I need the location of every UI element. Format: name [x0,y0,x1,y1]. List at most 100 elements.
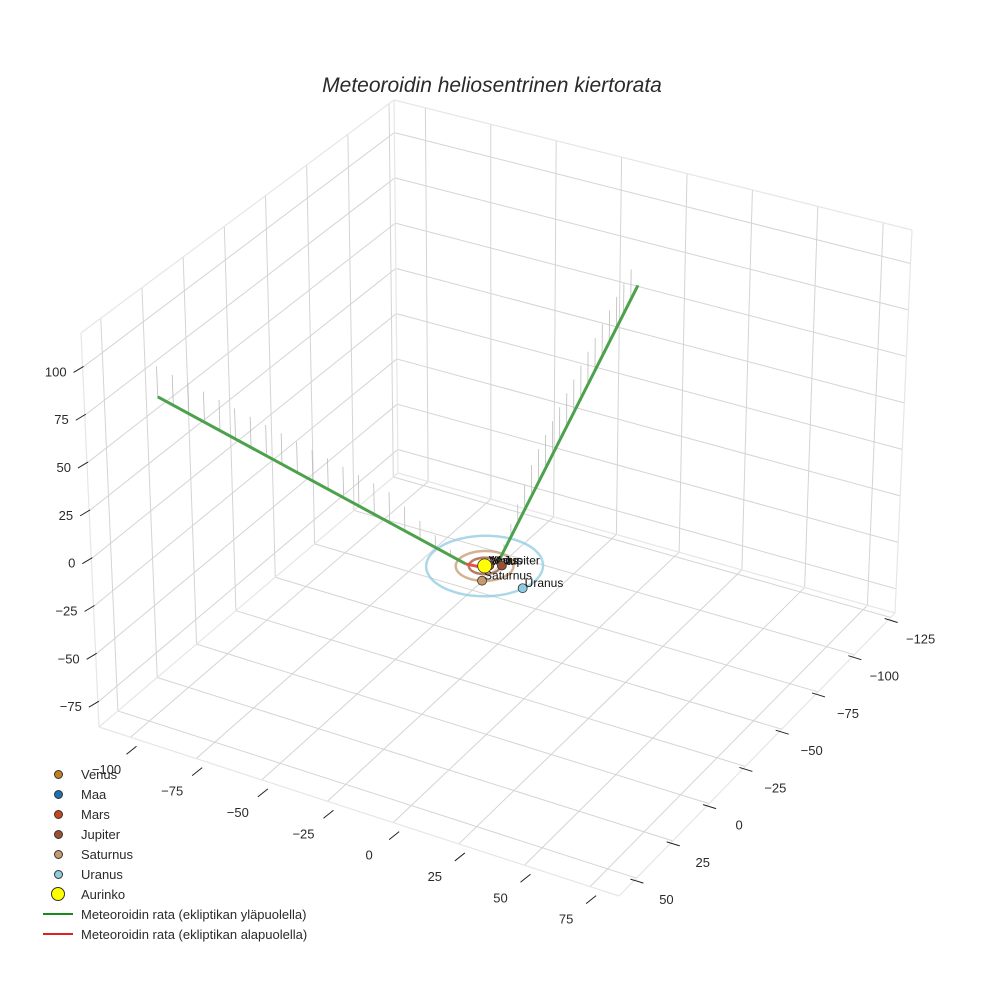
planet-marker-jupiter[interactable] [496,560,507,571]
y-tick-label: −125 [906,631,935,646]
legend-item-1[interactable]: Venus [36,764,307,784]
x-tick [454,852,466,862]
floor-grid-x [524,587,805,866]
dropline [327,458,329,489]
y-tick [775,729,789,735]
y-tick-label: 50 [659,892,673,907]
right-wall-grid-z [394,132,911,264]
planet-label-venus: Venus [489,554,522,568]
z-tick-label: 0 [68,556,75,571]
legend-item-7[interactable]: Aurinko [36,884,307,904]
x-tick [323,809,334,819]
left-wall-grid-y [100,318,119,711]
left-wall-grid-y [223,226,237,611]
planet-marker-aurinko[interactable] [477,558,493,574]
x-tick [520,873,531,883]
right-wall-grid-x [741,189,753,570]
planet-marker-uranus[interactable] [517,583,528,594]
legend-item-4[interactable]: Jupiter [36,824,307,844]
left-wall-grid-z [93,358,398,607]
axis-ticks: −75 −50 −25 0 25 50 75 100 −100 −75 −50 −25 0 25 50 75 −… [45,364,935,926]
trajectory-above-ecliptic [156,395,467,566]
floor-grid-y [314,543,819,693]
y-tick [848,655,862,661]
chart-title: Meteoroidin heliosentrinen kiertorata [322,74,662,97]
planet-label-uranus: Uranus [525,576,564,590]
right-wall-grid-z [394,177,909,311]
box-edge [393,99,913,231]
dropline [311,450,314,481]
trajectory-above-ecliptic [495,284,640,565]
right-wall-grid-z [395,267,905,404]
left-wall-grid-y [182,256,198,645]
dropline [388,492,391,523]
legend-label: Meteoroidin rata (ekliptikan alapuolella… [81,926,308,942]
x-tick-label: 50 [493,890,507,905]
floor-grid-y [275,576,782,730]
y-tick-label: 25 [696,855,710,870]
legend[interactable]: Venus Maa Mars Jupiter Saturnus Uranus Aurinko… [36,764,307,944]
z-tick [82,557,93,565]
floor-grid-y [393,476,891,618]
legend-marker-icon [36,784,80,804]
y-tick [630,878,644,884]
z-tick [77,461,89,469]
legend-item-9[interactable]: Meteoroidin rata (ekliptikan alapuolella… [36,924,307,944]
box-edge [98,472,399,728]
x-tick-label: −50 [227,805,249,820]
dropline [156,366,159,397]
right-wall-grid-z [396,358,901,497]
dropline [280,433,283,464]
planet-label-saturnus: Saturnus [484,569,532,583]
floor-grid-x [327,534,617,802]
legend-item-2[interactable]: Maa [36,784,307,804]
z-tick-label: 100 [45,364,67,379]
legend-label: Jupiter [81,826,121,842]
x-tick-label: 0 [366,848,373,863]
dropline [171,374,174,406]
legend-marker-icon [36,764,80,784]
left-wall-grid-y [265,195,276,578]
planet-label-jupiter: Jupiter [504,554,540,568]
planet-marker-saturnus[interactable] [477,575,487,586]
x-tick-label: −25 [292,826,314,841]
x-tick-label: −100 [92,762,121,777]
floor-grid-y [157,677,673,842]
z-tick-label: 25 [59,508,73,523]
y-tick-label: 0 [735,818,742,833]
y-tick-label: −25 [764,780,786,795]
legend-item-3[interactable]: Mars [36,804,307,824]
right-wall-grid-z [396,313,903,450]
left-wall-grid-z [90,313,397,560]
legend-item-8[interactable]: Meteoroidin rata (ekliptikan yläpuolella… [36,904,307,924]
dropline [342,466,345,498]
legend-item-6[interactable]: Uranus [36,864,307,884]
box-edges [80,99,913,897]
z-tick-label: 75 [54,412,68,427]
x-tick-label: 25 [428,869,442,884]
right-wall-grid-x [866,222,884,606]
dropline [373,483,375,514]
trajectory-droplines [156,269,632,556]
left-wall-grid-z [97,449,399,703]
box-edge [894,229,913,614]
left-wall-grid-z [88,268,397,512]
floor-grid-x [195,498,492,759]
floor-grid-x [392,551,680,823]
y-tick [666,841,680,847]
left-wall-grid-z [82,132,395,368]
y-tick [811,692,826,698]
floor-grid-y [353,509,855,656]
z-tick [84,605,95,612]
dropline [218,399,221,431]
legend-label: Meteoroidin rata (ekliptikan yläpuolella… [81,906,307,922]
legend-label: Mars [81,806,110,822]
right-wall-grid-x [804,206,819,588]
dropline [296,441,298,473]
right-wall-grid-z [397,403,899,543]
floor-grid-y [117,710,637,879]
right-wall-grid-x [553,140,557,517]
legend-item-5[interactable]: Saturnus [36,844,307,864]
